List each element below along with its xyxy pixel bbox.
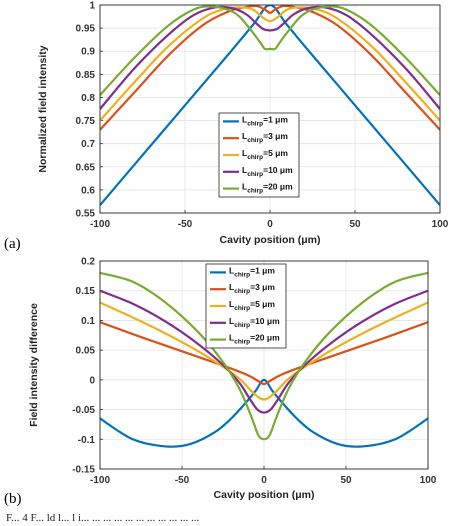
legend-entry: Lchirp=20 μm <box>242 182 293 195</box>
x-axis-label: Cavity position (μm) <box>214 489 315 501</box>
y-tick-label: 0.95 <box>76 24 96 35</box>
x-tick-label: -50 <box>175 475 190 486</box>
y-tick-label: 1 <box>89 1 95 12</box>
y-axis-label: Field intensity difference <box>28 303 40 427</box>
x-axis-label: Cavity position (μm) <box>220 234 321 246</box>
x-tick-label: -100 <box>90 475 110 486</box>
x-tick-label: 100 <box>420 475 437 486</box>
series-line-3 <box>100 301 428 401</box>
legend-entry: Lchirp=1 μm <box>242 114 288 127</box>
x-tick-label: 0 <box>267 219 273 230</box>
axes-frame <box>99 260 429 470</box>
chart-panel-b: -100 -50 0 50 100 -0.15 -0.1 -0.05 0 0.05 0.1 0.15 0… <box>4 257 437 508</box>
y-tick-label: 0.8 <box>81 93 95 104</box>
legend-entry: Lchirp=10 μm <box>229 316 280 329</box>
legend-entry: Lchirp=3 μm <box>242 131 288 144</box>
y-tick-label: 0.1 <box>81 316 95 327</box>
y-tick-label: 0 <box>89 375 95 386</box>
x-tick-label: 0 <box>261 475 267 486</box>
legend-entry: Lchirp=3 μm <box>229 282 275 295</box>
legend: Lchirp=1 μm Lchirp=3 μm Lchirp=5 μm Lchirp=… <box>205 263 287 349</box>
y-axis-label: Normalized field intensity <box>37 45 49 172</box>
panel-label: (a) <box>4 236 21 252</box>
series-line-5 <box>100 271 428 441</box>
y-tick-label: 0.75 <box>76 116 96 127</box>
series-line-5 <box>100 5 440 96</box>
legend-entry: Lchirp=5 μm <box>242 148 288 161</box>
series-line-3 <box>100 6 440 122</box>
legend-entry: Lchirp=10 μm <box>242 165 293 178</box>
legend-entry: Lchirp=5 μm <box>229 299 275 312</box>
y-tick-label: -0.15 <box>72 465 95 476</box>
series-line-4 <box>100 5 440 110</box>
caption-text: F... 4 F... ld l... l i... ... ... ... .… <box>6 512 199 524</box>
axes-frame <box>99 4 441 214</box>
y-tick-label: 0.05 <box>76 346 96 357</box>
x-tick-label: -50 <box>178 219 193 230</box>
x-tick-label: -100 <box>90 219 110 230</box>
caption-fragment: F... 4 F... ld l... l i... ... ... ... .… <box>6 512 199 524</box>
y-tick-label: -0.05 <box>72 405 95 416</box>
legend-entry: Lchirp=20 μm <box>229 333 280 346</box>
legend: Lchirp=1 μm Lchirp=3 μm Lchirp=5 μm Lchirp=… <box>218 112 300 198</box>
series-line-2 <box>100 321 428 386</box>
series-line-4 <box>100 289 428 414</box>
series-line-1 <box>100 378 428 448</box>
y-tick-label: 0.6 <box>81 185 95 196</box>
x-tick-label: 50 <box>349 219 361 230</box>
y-tick-label: 0.2 <box>81 257 95 268</box>
chart-panel-a: -100 -50 0 50 100 0.55 0.6 0.65 0.7 0.75 0.8 0.85 0.… <box>4 1 449 253</box>
x-tick-label: 100 <box>432 219 449 230</box>
y-tick-label: -0.1 <box>78 435 96 446</box>
series-line-2 <box>100 5 440 131</box>
y-tick-label: 0.85 <box>76 70 96 81</box>
y-tick-label: 0.7 <box>81 139 95 150</box>
y-tick-label: 0.55 <box>76 209 96 220</box>
y-tick-label: 0.15 <box>76 286 96 297</box>
panel-label: (b) <box>4 491 22 507</box>
legend-entry: Lchirp=1 μm <box>229 265 275 278</box>
y-tick-label: 0.9 <box>81 47 95 58</box>
x-tick-label: 50 <box>340 475 352 486</box>
y-tick-label: 0.65 <box>76 162 96 173</box>
series-line-1 <box>100 5 440 206</box>
